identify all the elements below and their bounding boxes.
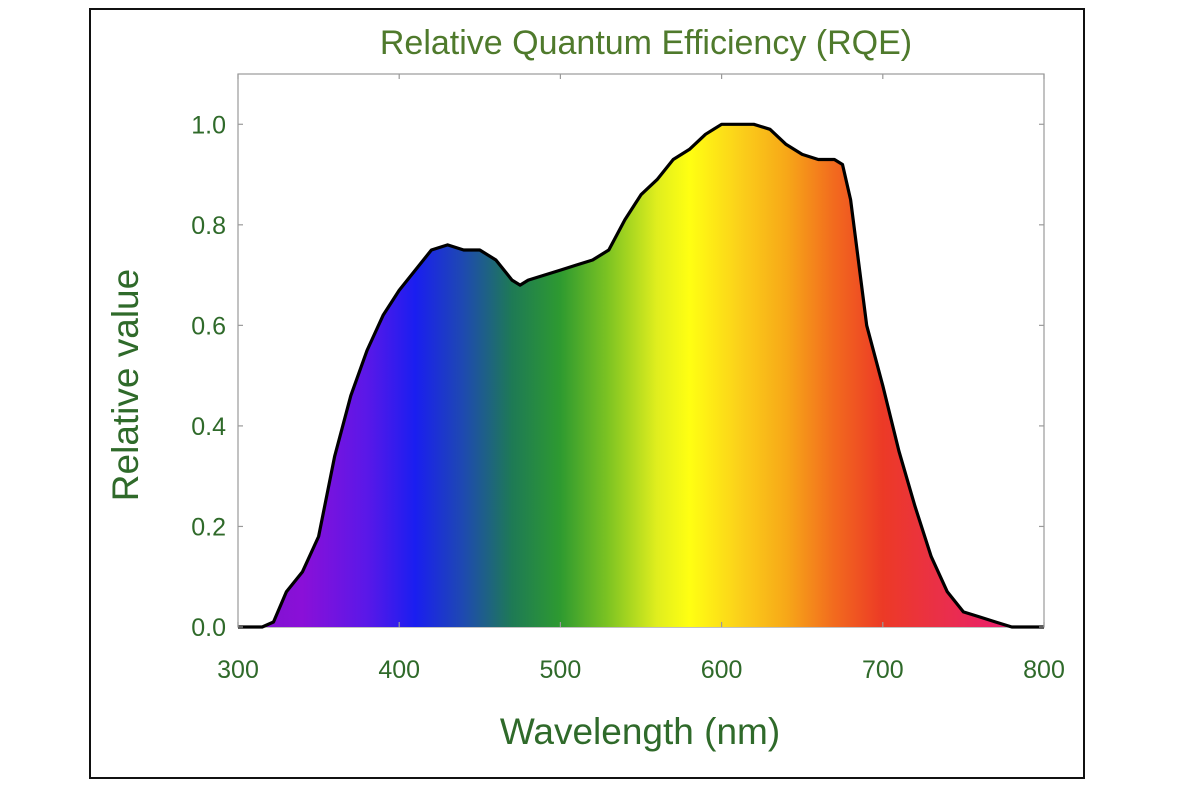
y-tick-label: 0.2: [191, 513, 226, 541]
chart-title: Relative Quantum Efficiency (RQE): [380, 24, 912, 62]
x-tick-label: 800: [1023, 656, 1065, 684]
rqe-curve-line: [238, 122, 1044, 629]
x-tick-label: 600: [701, 656, 743, 684]
x-axis-label: Wavelength (nm): [500, 711, 780, 752]
y-tick-label: 1.0: [191, 111, 226, 139]
x-axis-ticks: 300 400 500 600 700 800: [217, 74, 1065, 684]
y-tick-label: 0.6: [191, 312, 226, 340]
x-tick-label: 400: [378, 656, 420, 684]
y-tick-label: 0.0: [191, 614, 226, 642]
y-axis-label: Relative value: [105, 269, 146, 501]
x-tick-label: 500: [540, 656, 582, 684]
x-tick-label: 700: [862, 656, 904, 684]
y-tick-label: 0.8: [191, 212, 226, 240]
chart-frame: Relative Quantum Efficiency (RQE) 300 400…: [89, 8, 1085, 779]
x-tick-label: 300: [217, 656, 259, 684]
y-tick-label: 0.4: [191, 413, 226, 441]
rqe-area-fill: [238, 124, 1044, 628]
y-axis-ticks: 0.0 0.2 0.4 0.6 0.8 1.0: [191, 111, 1044, 642]
rqe-chart: Relative Quantum Efficiency (RQE) 300 400…: [105, 24, 1065, 752]
